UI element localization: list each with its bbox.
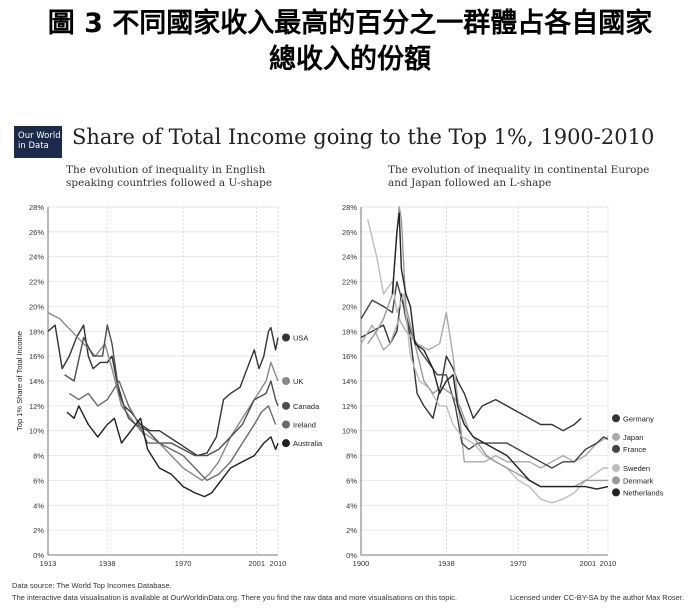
series-line-canada (64, 324, 279, 457)
left-y-tick-label: 2% (33, 526, 44, 535)
left-y-axis-label: Top 1% Share of Total Income (15, 331, 24, 431)
owid-logo-line-1: Our World (18, 131, 61, 141)
chart-title: Share of Total Income going to the Top 1… (72, 125, 655, 149)
left-y-tick-label: 12% (29, 402, 44, 411)
left-x-tick-label: 1913 (40, 559, 57, 568)
legend-marker-germany (612, 414, 620, 423)
left-y-tick-label: 10% (29, 427, 44, 436)
left-y-tick-label: 18% (29, 327, 44, 336)
owid-logo-line-2: in Data (18, 141, 49, 151)
series-line-germany (360, 293, 582, 432)
left-chart-subtitle-line-1: The evolution of inequality in English (66, 164, 266, 176)
series-line-netherlands (391, 212, 609, 490)
right-chart-subtitle-line-1: The evolution of inequality in continent… (388, 164, 650, 176)
legend-label-denmark: Denmark (623, 476, 654, 485)
right-x-tick-label: 1900 (353, 559, 370, 568)
left-y-tick-label: 20% (29, 302, 44, 311)
right-y-tick-label: 4% (346, 501, 357, 510)
right-y-tick-label: 24% (342, 253, 357, 262)
right-y-tick-label: 16% (342, 352, 357, 361)
legend-label-ireland: Ireland (293, 421, 316, 430)
legend-label-netherlands: Netherlands (623, 488, 664, 497)
left-y-tick-label: 4% (33, 501, 44, 510)
left-x-tick-label: 2010 (270, 559, 287, 568)
legend-marker-france (612, 444, 620, 453)
right-y-tick-label: 2% (346, 526, 357, 535)
right-y-tick-label: 20% (342, 302, 357, 311)
left-axes (47, 207, 278, 556)
left-y-tick-label: 0% (33, 551, 44, 560)
right-y-tick-label: 8% (346, 452, 357, 461)
series-line-japan (360, 311, 609, 469)
legend-marker-uk (282, 377, 290, 385)
right-y-tick-label: 14% (342, 377, 357, 386)
right-x-tick-label: 2001 (579, 559, 596, 568)
left-y-tick-label: 16% (29, 352, 44, 361)
left-y-tick-label: 28% (29, 203, 44, 212)
footer-license: Licensed under CC-BY-SA by the author Ma… (510, 593, 684, 602)
left-y-tick-label: 6% (33, 476, 44, 485)
left-x-tick-label: 1938 (99, 559, 116, 568)
page-title: 圖 3 不同國家收入最高的百分之一群體占各自國家 總收入的份額 (0, 6, 700, 78)
left-y-tick-label: 24% (29, 253, 44, 262)
left-y-tick-label: 8% (33, 452, 44, 461)
legend-label-france: France (623, 445, 646, 454)
right-y-tick-label: 10% (342, 427, 357, 436)
series-line-france (360, 280, 609, 469)
right-y-tick-label: 22% (342, 278, 357, 287)
legend-marker-denmark (612, 476, 620, 485)
right-axes (360, 207, 608, 556)
legend-marker-netherlands (612, 488, 620, 497)
page-title-line-1: 圖 3 不同國家收入最高的百分之一群體占各自國家 (47, 8, 653, 39)
legend-marker-ireland (282, 420, 290, 429)
legend-marker-usa (282, 333, 290, 342)
left-chart-subtitle-line-2: speaking countries followed a U-shape (66, 177, 273, 189)
left-y-tick-label: 26% (29, 228, 44, 237)
legend-label-germany: Germany (623, 414, 654, 423)
right-y-tick-label: 12% (342, 402, 357, 411)
footer-source: Data source: The World Top Incomes Datab… (12, 581, 172, 590)
left-x-tick-label: 1970 (175, 559, 192, 568)
left-y-tick-label: 22% (29, 278, 44, 287)
legend-label-sweden: Sweden (623, 464, 650, 473)
right-chart-subtitle: The evolution of inequality in continent… (388, 164, 649, 190)
legend-marker-sweden (612, 464, 620, 472)
right-x-tick-label: 1938 (438, 559, 455, 568)
right-y-tick-label: 6% (346, 476, 357, 485)
owid-logo[interactable]: Our World in Data (14, 126, 62, 158)
right-chart-continental-europe-japan: 0% 2% 4% 6% 8% 10% 12% 14% 16% 18% 20% 22% 24% 26% 28%… (342, 203, 664, 568)
right-chart-subtitle-line-2: and Japan followed an L-shape (388, 177, 552, 189)
legend-label-usa: USA (293, 334, 308, 343)
left-chart-english-speaking: 0% 2% 4% 6% 8% 10% 12% 14% 16% 18% 20% 22% 24% 26% 28%… (15, 203, 323, 568)
right-y-tick-label: 18% (342, 327, 357, 336)
legend-marker-australia (282, 439, 290, 448)
series-line-sweden (367, 219, 608, 504)
right-x-tick-label: 2010 (600, 559, 617, 568)
legend-label-canada: Canada (293, 402, 320, 411)
footer-note: The interactive data visualisation is av… (12, 593, 457, 602)
left-y-tick-label: 14% (29, 377, 44, 386)
left-x-tick-label: 2001 (248, 559, 265, 568)
legend-label-australia: Australia (293, 439, 323, 448)
legend-label-uk: UK (293, 377, 303, 386)
right-y-tick-label: 26% (342, 228, 357, 237)
legend-label-japan: Japan (623, 433, 643, 442)
right-y-tick-label: 0% (346, 551, 357, 560)
right-x-tick-label: 1970 (510, 559, 527, 568)
series-line-australia (66, 405, 279, 498)
legend-marker-japan (612, 432, 620, 441)
page-title-line-2: 總收入的份額 (269, 44, 431, 75)
legend-marker-canada (282, 401, 290, 410)
series-line-ireland (68, 380, 277, 482)
right-y-tick-label: 28% (342, 203, 357, 212)
left-chart-subtitle: The evolution of inequality in English s… (66, 164, 272, 190)
